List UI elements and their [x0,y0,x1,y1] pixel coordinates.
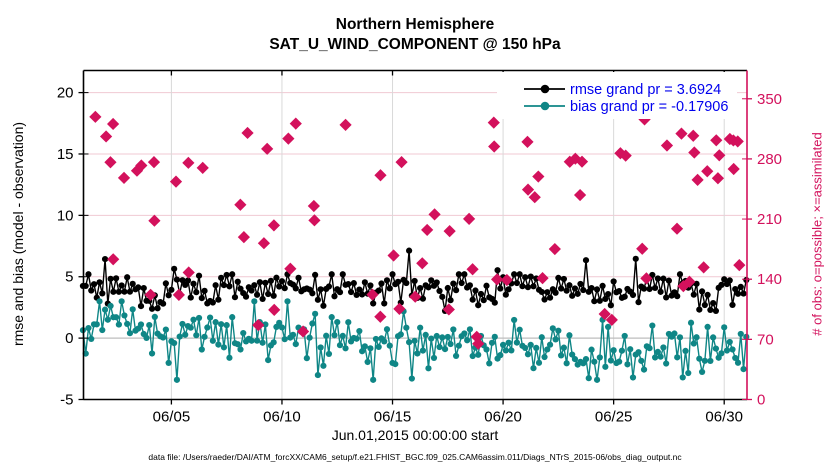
svg-text:-5: -5 [60,392,73,409]
svg-text:20: 20 [57,85,74,102]
svg-text:210: 210 [757,211,782,228]
svg-text:140: 140 [757,271,782,288]
svg-text:10: 10 [57,207,74,224]
svg-text:0: 0 [757,392,765,409]
svg-text:bias grand pr = -0.17906: bias grand pr = -0.17906 [570,99,728,115]
svg-text:06/25: 06/25 [595,409,633,426]
svg-text:rmse grand pr = 3.6924: rmse grand pr = 3.6924 [570,82,721,98]
svg-text:5: 5 [65,269,73,286]
svg-text:280: 280 [757,151,782,168]
svg-text:06/20: 06/20 [484,409,522,426]
svg-text:06/10: 06/10 [263,409,301,426]
svg-text:06/05: 06/05 [153,409,191,426]
svg-text:70: 70 [757,331,774,348]
svg-text:06/15: 06/15 [374,409,412,426]
svg-text:0: 0 [65,330,73,347]
svg-text:06/30: 06/30 [705,409,743,426]
svg-text:15: 15 [57,146,74,163]
svg-text:350: 350 [757,91,782,108]
